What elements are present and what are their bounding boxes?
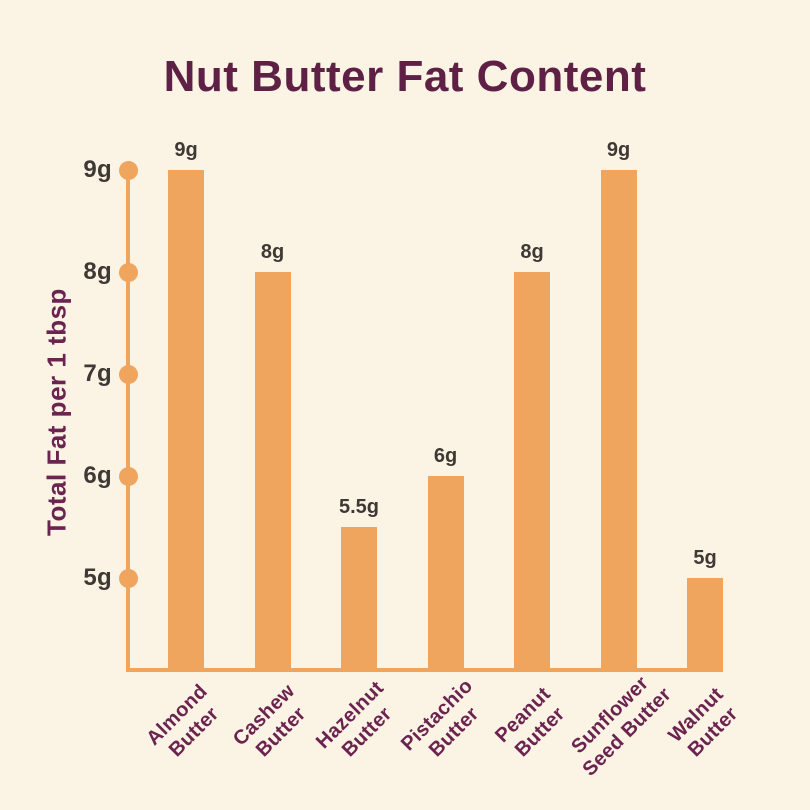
y-tick-label: 9g bbox=[83, 156, 112, 183]
category-label: Hazelnut Butter bbox=[312, 677, 406, 771]
y-tick-label: 6g bbox=[83, 462, 112, 489]
y-tick-label: 7g bbox=[83, 360, 112, 387]
bar-value-label: 8g bbox=[260, 241, 285, 263]
y-tick-label: 8g bbox=[83, 258, 112, 285]
bar bbox=[168, 170, 204, 672]
bar-value-label: 9g bbox=[606, 139, 631, 161]
bar bbox=[514, 272, 550, 672]
x-axis-line bbox=[126, 668, 723, 672]
bar bbox=[427, 476, 464, 672]
category-label: Cashew Butter bbox=[228, 680, 316, 768]
bar-value-label: 5g bbox=[693, 547, 717, 569]
bar-value-label: 9g bbox=[174, 139, 198, 161]
y-tick-dot bbox=[118, 160, 138, 180]
bar-value-label: 6g bbox=[433, 445, 458, 467]
bar bbox=[254, 272, 291, 672]
bar-value-label: 5.5g bbox=[338, 496, 380, 518]
category-label: Walnut Butter bbox=[664, 683, 745, 764]
y-tick-dot bbox=[118, 262, 138, 282]
y-tick-dot bbox=[118, 568, 138, 588]
category-label: Almond Butter bbox=[142, 680, 229, 767]
bar-value-label: 8g bbox=[520, 241, 544, 263]
category-label: Pistachio Butter bbox=[396, 675, 494, 773]
y-axis-line bbox=[126, 170, 130, 672]
y-tick-label: 5g bbox=[83, 564, 112, 591]
chart-title: Nut Butter Fat Content bbox=[163, 52, 647, 101]
bar bbox=[341, 527, 377, 672]
y-tick-dot bbox=[118, 466, 138, 486]
bar bbox=[600, 170, 637, 672]
bar bbox=[687, 578, 723, 672]
category-label: Sunflower Seed Butter bbox=[561, 666, 676, 781]
y-tick-dot bbox=[118, 364, 138, 384]
category-label: Peanut Butter bbox=[491, 683, 573, 765]
